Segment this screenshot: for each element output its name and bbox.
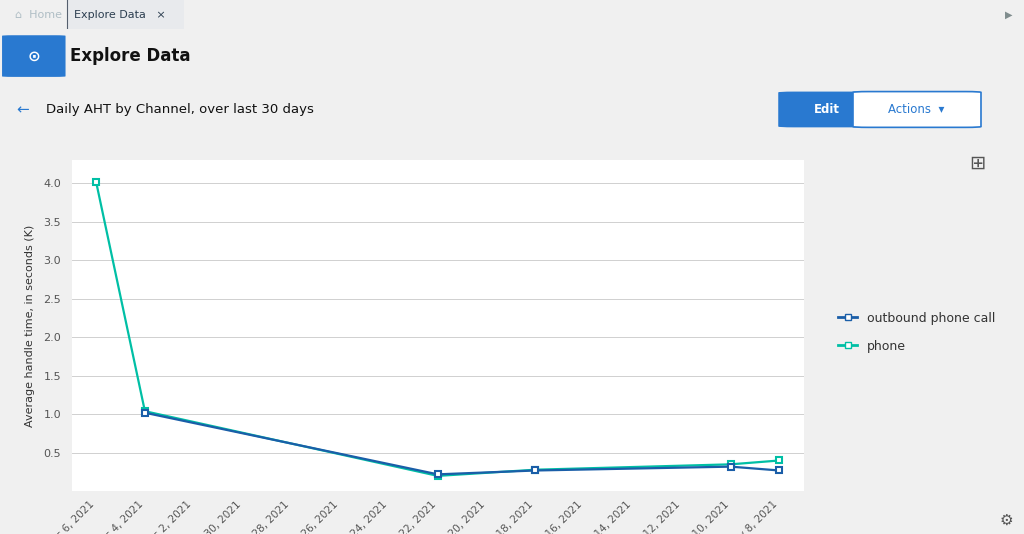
Text: Explore Data: Explore Data [70,47,190,65]
Text: ▶: ▶ [1005,10,1013,20]
FancyBboxPatch shape [853,92,981,128]
Text: Edit: Edit [814,103,840,116]
Text: ←: ← [16,102,29,117]
Text: Actions  ▾: Actions ▾ [888,103,944,116]
Text: ⚙: ⚙ [999,513,1014,528]
Text: Daily AHT by Channel, over last 30 days: Daily AHT by Channel, over last 30 days [46,103,314,116]
Legend: outbound phone call, phone: outbound phone call, phone [833,305,1001,359]
FancyBboxPatch shape [2,35,66,77]
Y-axis label: Average handle time, in seconds (K): Average handle time, in seconds (K) [26,225,35,427]
FancyBboxPatch shape [67,0,184,29]
Text: ⌂  Home: ⌂ Home [15,10,62,20]
Text: ⊙: ⊙ [28,49,40,64]
Text: ⊞: ⊞ [970,153,986,172]
Text: Explore Data   ×: Explore Data × [74,10,166,20]
FancyBboxPatch shape [778,92,876,128]
